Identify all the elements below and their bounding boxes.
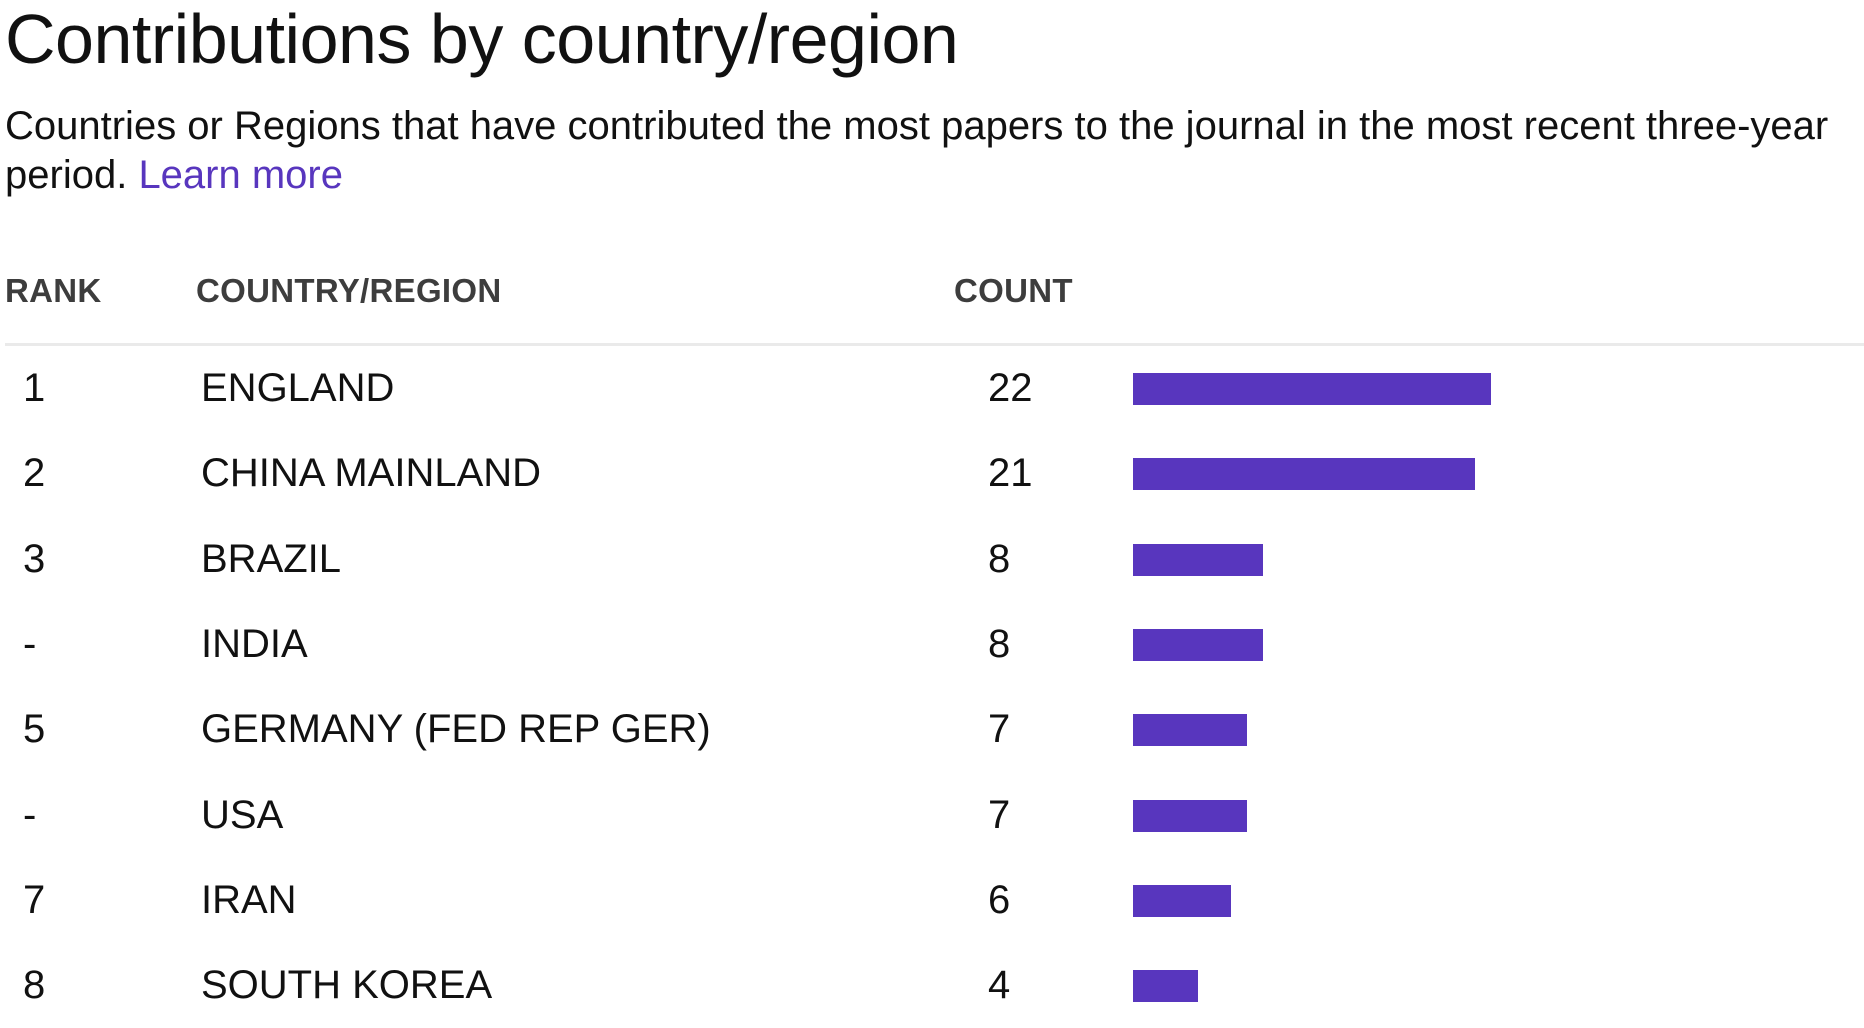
- page-title: Contributions by country/region: [5, 0, 959, 78]
- table-row: 8 SOUTH KOREA 4: [5, 943, 1860, 1028]
- country-cell: ENGLAND: [201, 366, 395, 410]
- rank-cell: -: [23, 621, 37, 666]
- rank-cell: 5: [23, 707, 46, 752]
- table-row: 1 ENGLAND 22: [5, 346, 1860, 431]
- column-header-country: COUNTRY/REGION: [196, 272, 502, 309]
- country-cell: SOUTH KOREA: [201, 963, 493, 1008]
- count-bar: [1133, 543, 1264, 576]
- rank-cell: 2: [23, 451, 46, 496]
- table-row: 2 CHINA MAINLAND 21: [5, 431, 1860, 516]
- count-bar: [1133, 799, 1247, 832]
- table-row: 5 GERMANY (FED REP GER) 7: [5, 687, 1860, 772]
- table-header: RANK COUNTRY/REGION COUNT: [5, 272, 1860, 344]
- count-bar: [1133, 970, 1199, 1003]
- subtitle-text: Countries or Regions that have contribut…: [5, 104, 1829, 197]
- count-cell: 8: [988, 536, 1011, 581]
- country-cell: GERMANY (FED REP GER): [201, 707, 711, 752]
- column-header-count: COUNT: [954, 272, 1073, 309]
- country-cell: BRAZIL: [201, 536, 342, 581]
- country-cell: INDIA: [201, 621, 308, 666]
- count-bar: [1133, 458, 1475, 491]
- count-bar: [1133, 628, 1264, 661]
- count-cell: 7: [988, 707, 1011, 752]
- rank-cell: 1: [23, 366, 46, 410]
- column-header-rank: RANK: [5, 272, 102, 309]
- count-cell: 22: [988, 366, 1033, 410]
- count-cell: 21: [988, 451, 1033, 496]
- count-bar: [1133, 884, 1231, 917]
- count-cell: 4: [988, 963, 1011, 1008]
- count-bar: [1133, 714, 1247, 747]
- table-row: 7 IRAN 6: [5, 858, 1860, 943]
- rank-cell: 3: [23, 536, 46, 581]
- rank-cell: 7: [23, 877, 46, 922]
- count-bar: [1133, 373, 1491, 405]
- country-cell: CHINA MAINLAND: [201, 451, 542, 496]
- contributions-panel: Contributions by country/region Countrie…: [5, 0, 1864, 1007]
- count-cell: 6: [988, 877, 1011, 922]
- country-cell: USA: [201, 792, 284, 837]
- rank-cell: 8: [23, 963, 46, 1008]
- country-cell: IRAN: [201, 877, 297, 922]
- count-cell: 8: [988, 621, 1011, 666]
- table-row: - USA 7: [5, 773, 1860, 858]
- header-divider: [5, 343, 1864, 346]
- rank-cell: -: [23, 792, 37, 837]
- page-subtitle: Countries or Regions that have contribut…: [5, 102, 1860, 200]
- table-row: 3 BRAZIL 8: [5, 517, 1860, 602]
- learn-more-link[interactable]: Learn more: [138, 153, 343, 197]
- count-cell: 7: [988, 792, 1011, 837]
- table-row: - INDIA 8: [5, 602, 1860, 687]
